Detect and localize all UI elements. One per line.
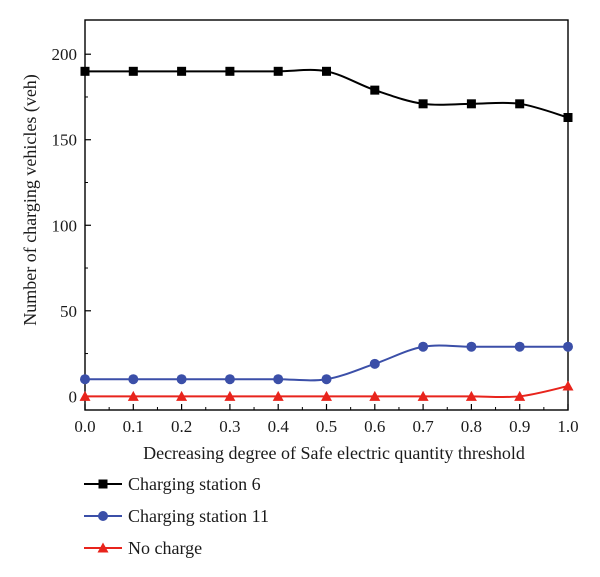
x-tick-label: 0.1 xyxy=(123,417,144,436)
data-point xyxy=(80,66,90,76)
legend-item: Charging station 11 xyxy=(84,506,269,526)
data-point xyxy=(369,358,380,369)
x-tick-label: 0.0 xyxy=(74,417,95,436)
y-tick-label: 150 xyxy=(52,131,78,150)
plot-area xyxy=(84,19,569,411)
data-point xyxy=(127,390,139,401)
data-point xyxy=(418,341,429,352)
y-axis: 0 50 100 150 200 xyxy=(52,45,91,406)
data-point xyxy=(514,390,526,401)
x-tick-label: 0.6 xyxy=(364,417,385,436)
x-axis: 0.0 0.1 0.2 0.3 0.4 0.5 0.6 0.7 0.8 0.9 1.0 xyxy=(74,404,579,436)
legend-marker xyxy=(98,511,108,521)
data-point xyxy=(515,99,525,109)
data-point xyxy=(563,341,573,352)
legend-item: Charging station 6 xyxy=(84,474,261,494)
data-point xyxy=(563,113,573,122)
legend-item: No charge xyxy=(84,538,202,558)
x-tick-label: 0.5 xyxy=(316,417,337,436)
data-point xyxy=(322,66,331,76)
x-tick-label: 0.9 xyxy=(509,417,530,436)
data-point xyxy=(273,66,283,76)
x-tick-label: 0.2 xyxy=(171,417,192,436)
legend-marker xyxy=(98,479,108,489)
data-point xyxy=(224,390,236,401)
data-point xyxy=(562,380,574,391)
series-layer xyxy=(79,66,574,401)
data-point xyxy=(465,390,477,401)
data-point xyxy=(466,341,477,352)
data-point xyxy=(177,66,187,76)
y-tick-label: 200 xyxy=(52,45,78,64)
series-line xyxy=(84,68,569,119)
x-tick-label: 0.8 xyxy=(461,417,482,436)
data-point xyxy=(369,390,381,401)
data-point xyxy=(272,390,284,401)
data-point xyxy=(370,85,380,95)
legend: Charging station 6 Charging station 11 No … xyxy=(84,474,269,558)
data-point xyxy=(514,341,525,352)
data-point xyxy=(80,374,90,385)
data-point xyxy=(176,374,187,385)
legend-marker xyxy=(97,542,109,553)
x-tick-label: 0.7 xyxy=(412,417,434,436)
data-point xyxy=(417,390,429,401)
x-tick-label: 0.4 xyxy=(268,417,290,436)
data-point xyxy=(128,66,138,76)
series-1 xyxy=(80,66,573,122)
x-tick-label: 1.0 xyxy=(557,417,578,436)
data-point xyxy=(418,99,428,109)
y-tick-label: 100 xyxy=(52,216,78,235)
legend-label: No charge xyxy=(128,538,202,558)
data-point xyxy=(466,99,476,109)
data-point xyxy=(225,66,235,76)
data-point xyxy=(321,390,332,401)
data-point xyxy=(128,374,139,385)
data-point xyxy=(224,374,235,385)
data-point xyxy=(273,374,284,385)
data-point xyxy=(79,390,91,401)
y-tick-label: 50 xyxy=(60,302,77,321)
plot-frame xyxy=(84,19,569,411)
y-axis-label: Number of charging vehicles (veh) xyxy=(20,74,41,326)
x-tick-label: 0.3 xyxy=(219,417,240,436)
x-axis-label: Decreasing degree of Safe electric quant… xyxy=(143,443,525,463)
y-tick-label: 0 xyxy=(69,387,78,406)
data-point xyxy=(176,390,188,401)
legend-label: Charging station 6 xyxy=(128,474,261,494)
legend-label: Charging station 11 xyxy=(128,506,269,526)
series-2 xyxy=(80,341,573,385)
data-point xyxy=(321,374,332,385)
series-3 xyxy=(79,380,574,401)
